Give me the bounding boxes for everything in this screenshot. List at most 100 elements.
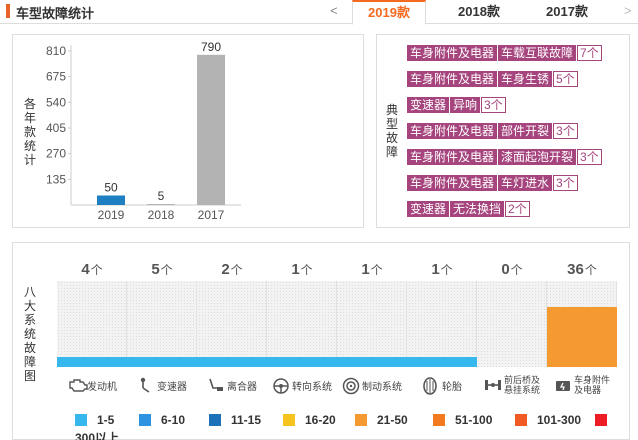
page-title: 车型故障统计 — [16, 6, 95, 21]
system-count: 1个 — [267, 261, 337, 278]
fault-tag-row[interactable]: 变速器 异响 3个 — [407, 97, 506, 113]
legend-swatch — [515, 414, 527, 426]
fault-category: 车身附件及电器 — [407, 71, 498, 87]
fault-category: 车身附件及电器 — [407, 123, 498, 139]
legend-label: 101-300 — [537, 413, 582, 427]
fault-tag-row[interactable]: 车身附件及电器 部件开裂 3个 — [407, 123, 578, 139]
legend-item: 6-10 — [139, 413, 185, 427]
legend-swatch — [283, 414, 295, 426]
system-count: 4个 — [57, 261, 127, 278]
system-label[interactable]: 发动机 — [57, 373, 127, 397]
legend-label: 16-20 — [305, 413, 336, 427]
system-label[interactable]: 转向系统 — [267, 373, 337, 397]
system-count-unit: 个 — [160, 263, 173, 277]
y-tick-label: 270 — [46, 147, 66, 161]
clutch-pedal-icon — [207, 377, 225, 393]
system-level-fill — [57, 357, 127, 367]
fault-tag-row[interactable]: 车身附件及电器 车身生锈 5个 — [407, 71, 578, 87]
brake-disc-icon — [342, 377, 360, 395]
system-grid-column — [477, 281, 547, 367]
gearshift-icon — [137, 377, 155, 393]
y-tick-label: 135 — [46, 172, 66, 186]
system-count: 1个 — [337, 261, 407, 278]
system-fault-grid — [57, 281, 617, 367]
system-label[interactable]: 变速器 — [127, 373, 197, 397]
legend-item: 51-100 — [433, 413, 492, 427]
legend-swatch — [75, 414, 87, 426]
system-name: 前后桥及 悬挂系统 — [503, 375, 540, 395]
fault-category: 车身附件及电器 — [407, 45, 498, 61]
year-bar-chart: 135 270 405 540 675 810 50 2019 5 2018 790 2017 — [46, 40, 241, 222]
fault-tag-row[interactable]: 车身附件及电器 车载互联故障 7个 — [407, 45, 602, 61]
system-name: 车身附件 及电器 — [573, 375, 610, 395]
legend-item: 1-5 — [75, 413, 114, 427]
legend-label: 11-15 — [231, 413, 262, 427]
bar-value-label: 790 — [201, 40, 221, 54]
system-grid-column — [127, 281, 197, 367]
fault-count: 3个 — [553, 123, 578, 139]
system-level-fill — [197, 357, 267, 367]
steering-wheel-icon — [272, 377, 290, 394]
fault-count: 3个 — [481, 97, 506, 113]
system-count: 36个 — [547, 261, 617, 278]
fault-category: 车身附件及电器 — [407, 175, 498, 191]
system-name: 轮胎 — [442, 381, 462, 393]
x-tick-label: 2017 — [198, 208, 225, 222]
next-arrow-button[interactable]: > — [624, 3, 632, 18]
system-name: 制动系统 — [362, 381, 402, 393]
system-label[interactable]: 轮胎 — [407, 373, 477, 397]
bar-value-label: 5 — [158, 189, 165, 203]
legend-item: 16-20 — [283, 413, 336, 427]
y-tick-label: 405 — [46, 121, 66, 135]
tab-2019[interactable]: 2019款 — [352, 0, 426, 25]
legend-swatch — [595, 414, 607, 426]
legend-swatch — [355, 414, 367, 426]
legend-label: 1-5 — [97, 413, 115, 427]
x-tick-label: 2019 — [98, 208, 125, 222]
systems-side-label: 八大系统故障图 — [23, 285, 36, 383]
system-count-value: 5 — [151, 261, 160, 278]
fault-count: 2个 — [505, 201, 530, 217]
engine-icon — [67, 377, 88, 393]
tire-icon — [422, 377, 440, 395]
system-label[interactable]: 制动系统 — [337, 373, 407, 397]
fault-tag-row[interactable]: 变速器 无法换挡 2个 — [407, 201, 530, 217]
system-grid-column — [267, 281, 337, 367]
system-count-unit: 个 — [90, 263, 103, 277]
fault-category: 变速器 — [407, 97, 450, 113]
fault-count: 3个 — [577, 149, 602, 165]
tab-2017[interactable]: 2017款 — [546, 4, 588, 19]
system-count: 0个 — [477, 261, 547, 278]
title-accent-bar — [6, 4, 10, 18]
fault-count: 5个 — [553, 71, 578, 87]
tab-2018[interactable]: 2018款 — [458, 4, 500, 19]
prev-arrow-button[interactable]: < — [330, 3, 338, 18]
legend-swatch — [139, 414, 151, 426]
legend-label: 51-100 — [455, 413, 493, 427]
legend-swatch — [209, 414, 221, 426]
system-count-value: 36 — [567, 261, 584, 278]
system-label[interactable]: 前后桥及 悬挂系统 — [477, 373, 547, 397]
y-tick-label: 675 — [46, 70, 66, 84]
system-grid-column — [407, 281, 477, 367]
fault-name: 部件开裂 — [498, 123, 553, 139]
fault-name: 车载互联故障 — [498, 45, 577, 61]
fault-tag-row[interactable]: 车身附件及电器 车灯进水 3个 — [407, 175, 578, 191]
bar-2017 — [197, 54, 225, 206]
system-count-value: 4 — [81, 261, 90, 278]
color-legend: 1-5 6-10 11-15 16-20 21-50 51-100 101-300 300以上 — [75, 411, 635, 440]
system-count-unit: 个 — [230, 263, 243, 277]
fault-tag-row[interactable]: 车身附件及电器 漆面起泡开裂 3个 — [407, 149, 602, 165]
y-tick-label: 810 — [46, 44, 66, 58]
legend-swatch — [433, 414, 445, 426]
fault-name: 无法换挡 — [450, 201, 505, 217]
legend-label: 6-10 — [161, 413, 186, 427]
system-level-fill — [407, 357, 477, 367]
system-label[interactable]: 车身附件 及电器 — [547, 373, 617, 397]
system-count: 1个 — [407, 261, 477, 278]
fault-name: 车灯进水 — [498, 175, 553, 191]
system-label[interactable]: 离合器 — [197, 373, 267, 397]
system-count-value: 0 — [501, 261, 510, 278]
system-count: 5个 — [127, 261, 197, 278]
fault-category: 车身附件及电器 — [407, 149, 498, 165]
